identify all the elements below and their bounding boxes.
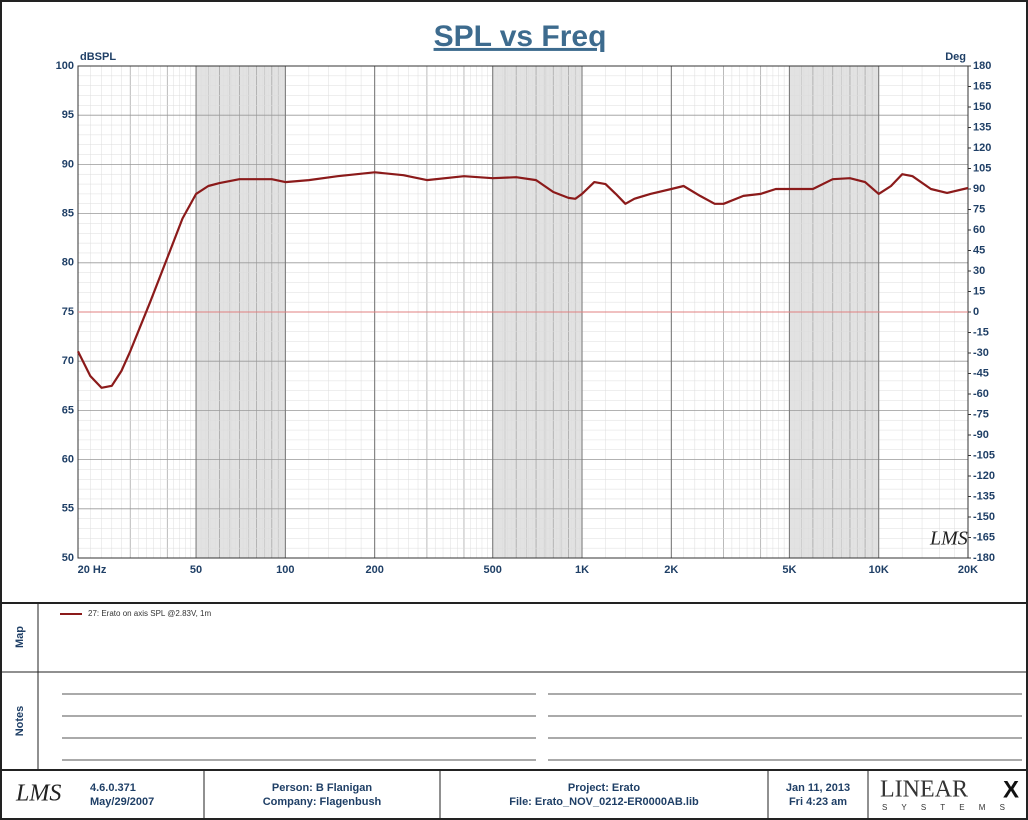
y2-tick-label: -135 bbox=[973, 490, 995, 502]
y2-tick-label: -120 bbox=[973, 470, 995, 482]
y2-tick-label: 0 bbox=[973, 306, 979, 318]
chart-title: SPL vs Freq bbox=[434, 20, 607, 53]
y2-axis-label: Deg bbox=[945, 51, 966, 63]
person: Person: B Flanigan bbox=[272, 782, 373, 794]
y-tick-label: 70 bbox=[62, 355, 74, 367]
y2-tick-label: -105 bbox=[973, 449, 995, 461]
y2-tick-label: -30 bbox=[973, 347, 989, 359]
x-tick-label: 500 bbox=[484, 564, 502, 576]
y2-tick-label: 90 bbox=[973, 183, 985, 195]
file: File: Erato_NOV_0212-ER0000AB.lib bbox=[509, 796, 699, 808]
project: Project: Erato bbox=[568, 782, 640, 794]
y2-tick-label: 15 bbox=[973, 285, 985, 297]
y2-tick-label: 180 bbox=[973, 60, 991, 72]
x-tick-label: 20K bbox=[958, 564, 978, 576]
x-tick-label: 10K bbox=[869, 564, 889, 576]
y-tick-label: 100 bbox=[56, 60, 74, 72]
y2-tick-label: -45 bbox=[973, 367, 989, 379]
brand-sub: S Y S T E M S bbox=[882, 803, 1011, 812]
y-tick-label: 65 bbox=[62, 404, 74, 416]
y2-tick-label: 45 bbox=[973, 244, 985, 256]
footer-dividers bbox=[203, 770, 869, 818]
brand: LINEAR bbox=[880, 777, 968, 803]
build-date: May/29/2007 bbox=[90, 796, 154, 808]
y-tick-label: 60 bbox=[62, 454, 74, 466]
y2-tick-label: 60 bbox=[973, 224, 985, 236]
y-tick-label: 80 bbox=[62, 257, 74, 269]
y2-tick-label: 105 bbox=[973, 162, 991, 174]
y-tick-label: 50 bbox=[62, 552, 74, 564]
notes-lines bbox=[62, 693, 1022, 761]
y-tick-label: 90 bbox=[62, 158, 74, 170]
y-tick-label: 95 bbox=[62, 109, 74, 121]
y-tick-label: 55 bbox=[62, 503, 74, 515]
legend-entry: 27: Erato on axis SPL @2.83V, 1m bbox=[88, 609, 211, 618]
time: Fri 4:23 am bbox=[789, 796, 847, 808]
y2-tick-label: 165 bbox=[973, 80, 991, 92]
y2-tick-label: -165 bbox=[973, 531, 995, 543]
x-tick-label: 200 bbox=[365, 564, 383, 576]
y2-tick-label: 120 bbox=[973, 142, 991, 154]
company: Company: Flagenbush bbox=[263, 796, 382, 808]
x-tick-label: 20 Hz bbox=[78, 564, 107, 576]
y-axis-label: dBSPL bbox=[80, 51, 116, 63]
brand-x: X bbox=[1003, 776, 1019, 803]
y2-tick-label: 135 bbox=[973, 121, 991, 133]
y2-tick-label: -150 bbox=[973, 511, 995, 523]
x-tick-label: 50 bbox=[190, 564, 202, 576]
y2-tick-label: 75 bbox=[973, 203, 985, 215]
x-tick-label: 1K bbox=[575, 564, 589, 576]
y2-tick-label: 30 bbox=[973, 265, 985, 277]
y-tick-label: 75 bbox=[62, 306, 74, 318]
y2-tick-label: -60 bbox=[973, 388, 989, 400]
series-line bbox=[77, 171, 969, 389]
y2-tick-label: -75 bbox=[973, 408, 989, 420]
y2-tick-label: -15 bbox=[973, 326, 989, 338]
footer-logo: LMS bbox=[15, 781, 61, 807]
map-label: Map bbox=[14, 626, 26, 648]
x-tick-label: 5K bbox=[782, 564, 796, 576]
y2-tick-label: 150 bbox=[973, 101, 991, 113]
x-tick-label: 100 bbox=[276, 564, 294, 576]
version: 4.6.0.371 bbox=[90, 782, 136, 794]
y2-tick-label: -180 bbox=[973, 552, 995, 564]
notes-label: Notes bbox=[14, 706, 26, 737]
y-tick-label: 85 bbox=[62, 208, 74, 220]
y2-tick-label: -90 bbox=[973, 429, 989, 441]
date: Jan 11, 2013 bbox=[786, 782, 850, 794]
watermark: LMS bbox=[929, 528, 968, 550]
x-tick-label: 2K bbox=[664, 564, 678, 576]
